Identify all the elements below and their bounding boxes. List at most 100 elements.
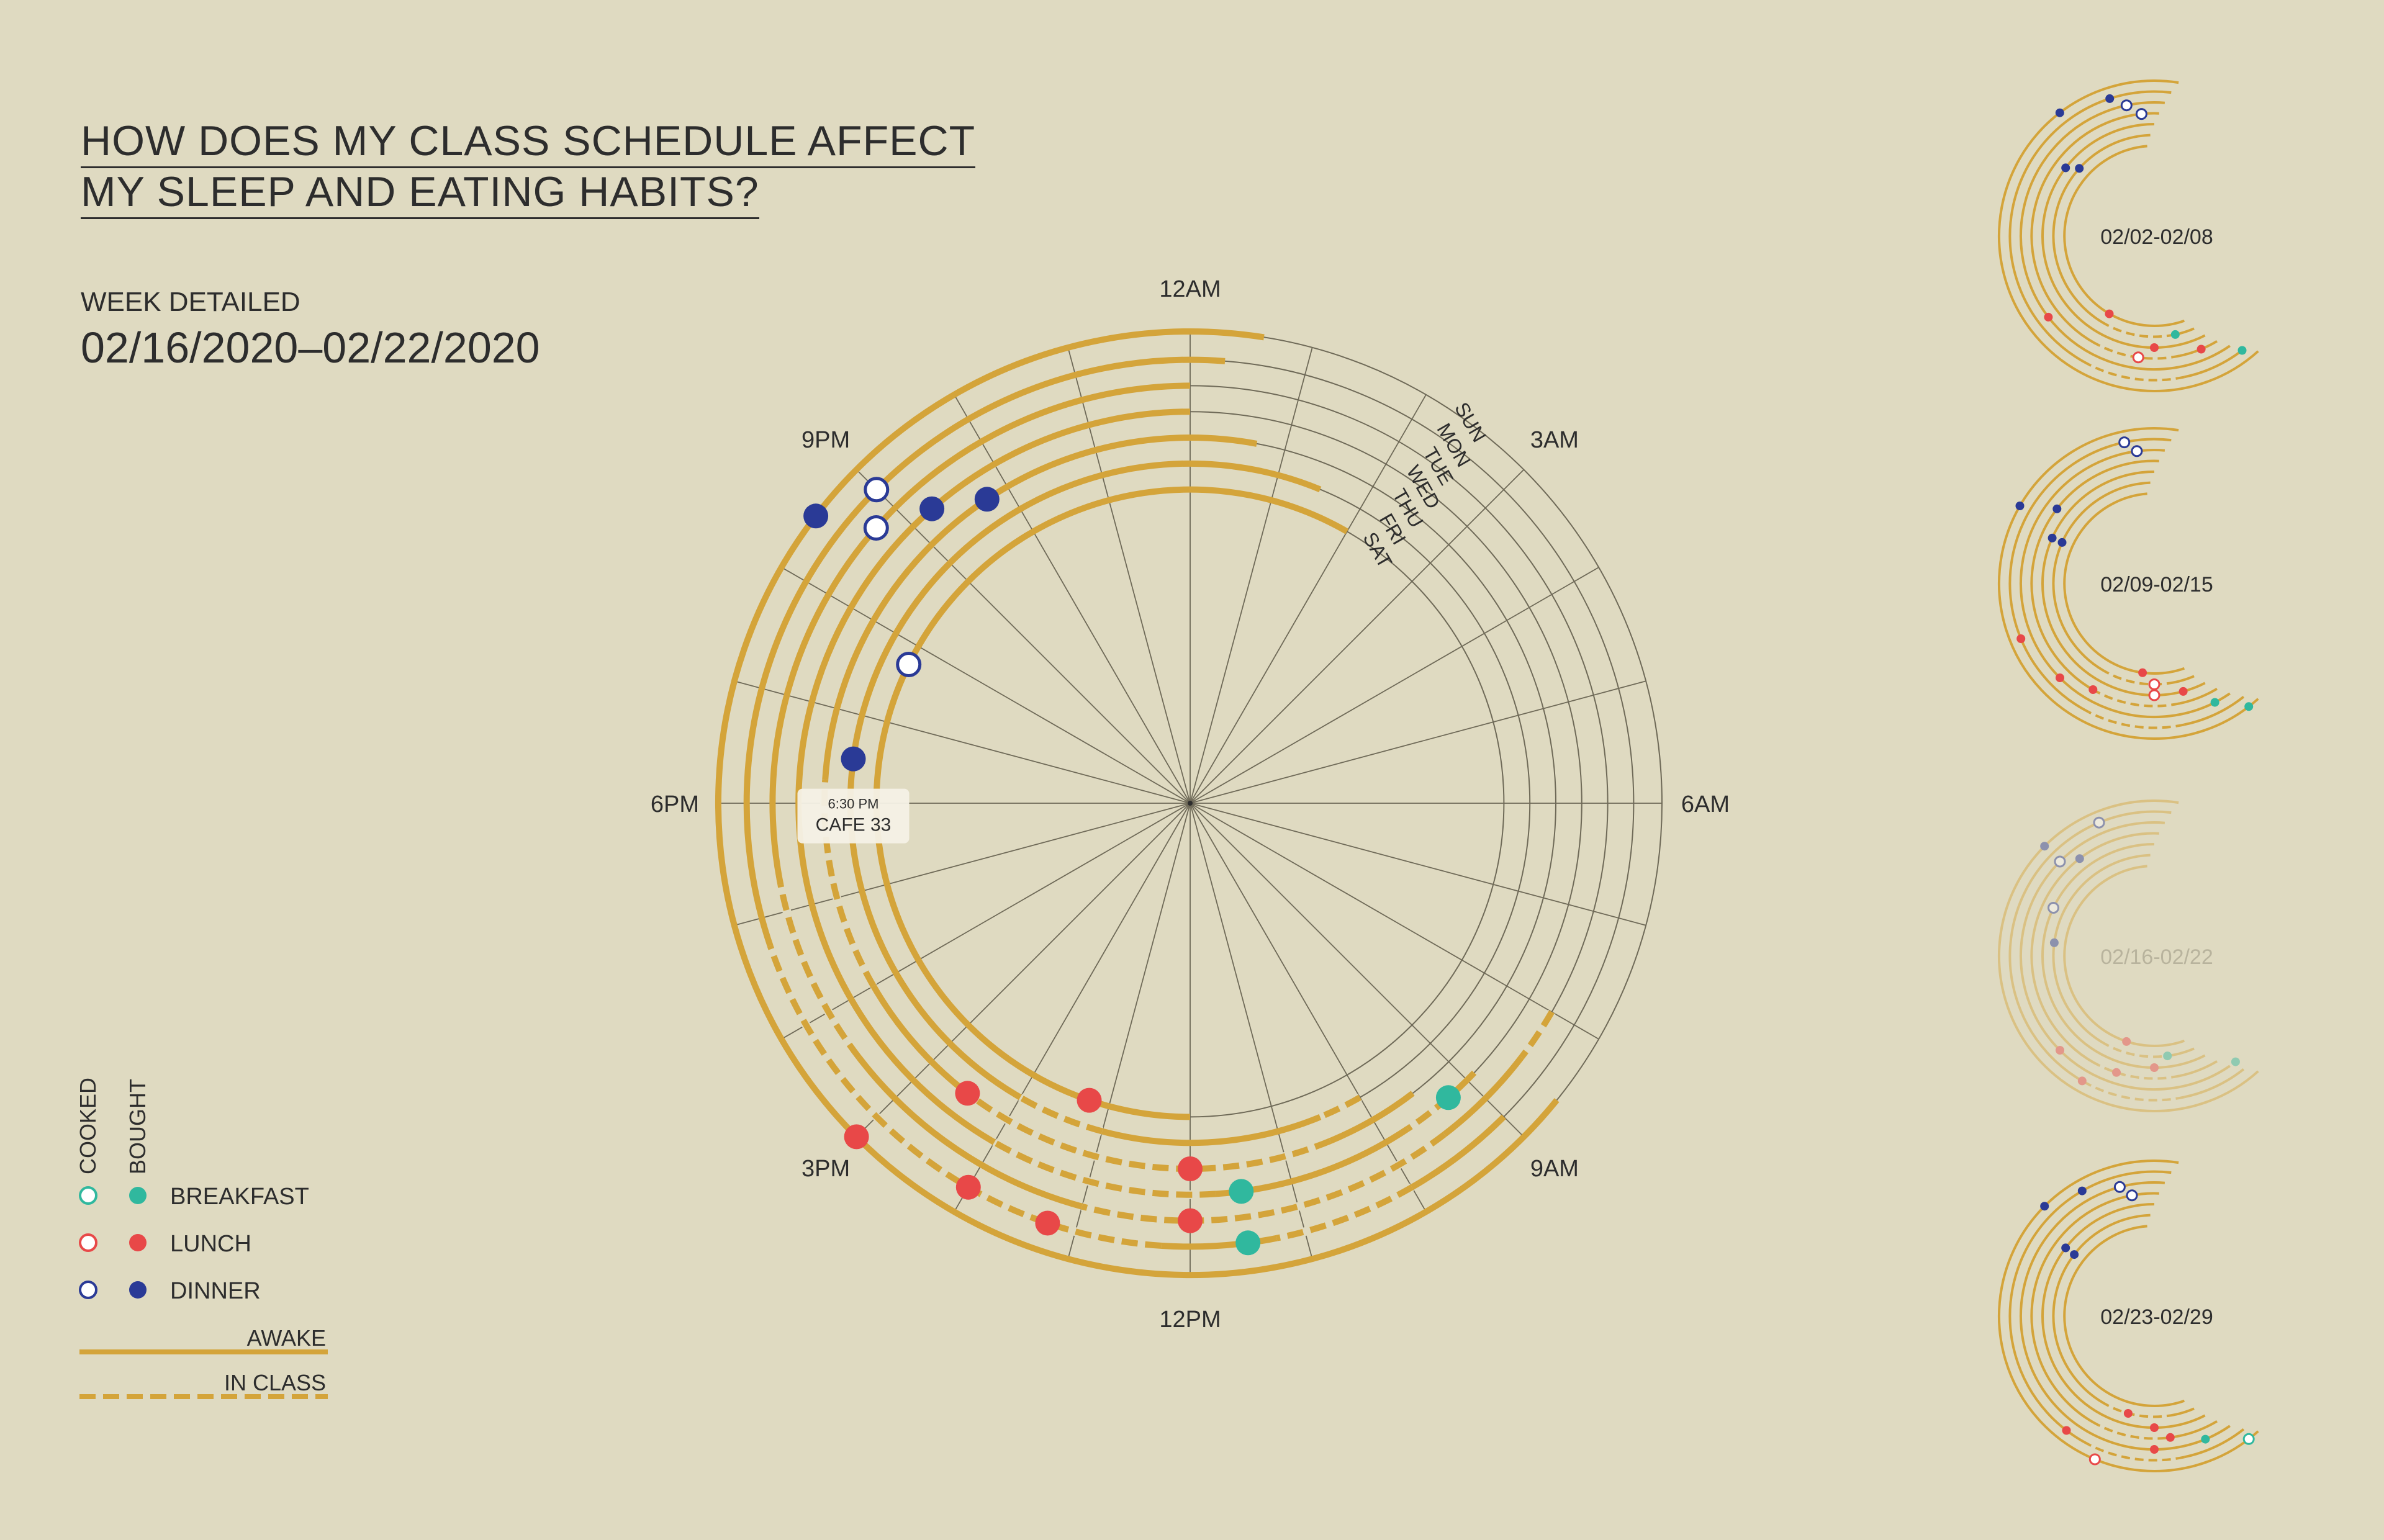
thumb-awake-arc bbox=[2063, 492, 2185, 675]
hour-label: 6PM bbox=[651, 791, 699, 817]
thumb-meal-bought bbox=[2179, 687, 2188, 696]
legend-meal-label: BREAKFAST bbox=[170, 1184, 309, 1210]
legend-awake-label: AWAKE bbox=[247, 1325, 326, 1351]
thumb-meal-bought bbox=[2210, 698, 2219, 707]
thumb-meal-bought bbox=[2052, 504, 2062, 513]
thumb-class-gap bbox=[2097, 1063, 2180, 1081]
legend-bought-dot bbox=[129, 1234, 147, 1251]
in-class-arc bbox=[1519, 1010, 1555, 1060]
thumb-label: 02/02-02/08 bbox=[2100, 225, 2213, 249]
legend-meal-label: DINNER bbox=[170, 1278, 261, 1304]
meal-dot-bought bbox=[1235, 1230, 1261, 1256]
thumb-in-class-arc bbox=[2088, 1443, 2185, 1462]
thumb-meal-bought bbox=[2056, 1046, 2064, 1055]
thumb-awake-arc bbox=[1998, 799, 2259, 1113]
in-class-arc bbox=[993, 1139, 1216, 1198]
legend-bought-dot bbox=[129, 1281, 147, 1299]
meal-dot-bought bbox=[955, 1174, 981, 1200]
meal-dot-cooked bbox=[896, 652, 922, 677]
thumb-meal-cooked bbox=[2131, 445, 2143, 457]
in-class-arc bbox=[777, 884, 862, 1060]
thumb-awake-arc bbox=[2041, 1203, 2206, 1429]
thumb-meal-bought bbox=[2150, 343, 2159, 352]
hour-spoke bbox=[1190, 803, 1525, 1138]
hour-label: 3PM bbox=[801, 1156, 850, 1182]
thumb-meal-bought bbox=[2231, 1057, 2240, 1066]
thumb-meal-bought bbox=[2055, 108, 2064, 117]
thumb-awake-arc bbox=[2063, 1225, 2185, 1407]
in-class-arc bbox=[821, 779, 877, 988]
thumb-meal-cooked bbox=[2126, 1189, 2138, 1202]
meal-dot-bought bbox=[1178, 1208, 1203, 1233]
thumb-meal-bought bbox=[2201, 1434, 2210, 1444]
in-class-arc bbox=[1319, 1094, 1362, 1120]
thumb-awake-arc bbox=[2063, 145, 2185, 327]
thumb-meal-bought bbox=[2075, 854, 2084, 863]
awake-arc bbox=[873, 486, 1349, 1120]
thumb-label: 02/23-02/29 bbox=[2100, 1305, 2213, 1329]
thumb-class-gap bbox=[2088, 1083, 2185, 1102]
thumb-awake-arc bbox=[2052, 853, 2195, 1058]
hour-spoke bbox=[1190, 347, 1313, 804]
hour-label: 9PM bbox=[801, 427, 850, 453]
thumb-class-gap bbox=[2088, 1443, 2185, 1462]
title-line-2: MY SLEEP AND EATING HABITS? bbox=[81, 169, 759, 219]
thumb-awake-arc bbox=[2020, 821, 2231, 1091]
hour-spoke bbox=[1190, 469, 1525, 804]
thumb-meal-cooked bbox=[2135, 108, 2147, 120]
legend-cooked-dot bbox=[79, 1233, 97, 1252]
thumb-meal-bought bbox=[2170, 330, 2180, 339]
meal-dot-bought bbox=[1035, 1210, 1060, 1236]
hour-spoke bbox=[1190, 803, 1599, 1040]
hour-spoke bbox=[1190, 803, 1646, 926]
thumb-awake-arc bbox=[2063, 865, 2185, 1047]
tooltip-box bbox=[797, 788, 910, 844]
meal-dot-bought bbox=[803, 503, 829, 529]
thumb-in-class-arc bbox=[2088, 363, 2185, 382]
thumb-meal-cooked bbox=[2148, 689, 2160, 701]
thumb-meal-bought bbox=[2040, 842, 2049, 851]
thumb-meal-cooked bbox=[2048, 902, 2059, 914]
thumb-meal-bought bbox=[2105, 94, 2115, 103]
thumb-meal-cooked bbox=[2093, 816, 2105, 829]
week-label: WEEK DETAILED bbox=[81, 287, 300, 317]
thumb-awake-arc bbox=[1998, 427, 2259, 741]
thumb-meal-bought bbox=[2057, 538, 2067, 547]
thumb-meal-bought bbox=[2150, 1423, 2159, 1432]
thumb-awake-arc bbox=[2008, 810, 2245, 1102]
thumb-meal-bought bbox=[2123, 1409, 2133, 1418]
meal-dot-bought bbox=[841, 746, 866, 772]
thumb-in-class-arc bbox=[2088, 711, 2185, 729]
thumb-meal-cooked bbox=[2054, 855, 2066, 868]
thumb-in-class-arc bbox=[2098, 1064, 2180, 1080]
week-thumbnail: 02/02-02/08 bbox=[1998, 79, 2259, 393]
thumb-class-gap bbox=[2107, 1044, 2176, 1059]
legend: COOKED BOUGHT BREAKFAST LUNCH DINNER AWAKE IN … bbox=[75, 1078, 328, 1399]
in-class-arc bbox=[965, 1091, 1332, 1172]
meal-dot-cooked bbox=[863, 515, 889, 541]
tooltip-place: CAFE 33 bbox=[816, 815, 892, 835]
hour-label: 6AM bbox=[1681, 791, 1730, 817]
thumb-class-gap bbox=[2088, 362, 2185, 382]
thumb-class-gap bbox=[2088, 710, 2185, 730]
thumb-meal-bought bbox=[2138, 668, 2147, 677]
in-class-arc bbox=[1018, 1094, 1103, 1135]
legend-cooked-dot bbox=[79, 1281, 97, 1299]
thumb-awake-arc bbox=[1998, 79, 2259, 393]
week-thumbnail: 02/09-02/15 bbox=[1998, 427, 2259, 741]
thumb-meal-cooked bbox=[2113, 1181, 2126, 1193]
thumb-meal-bought bbox=[2122, 1037, 2131, 1046]
thumb-meal-bought bbox=[2061, 1243, 2070, 1253]
hour-label: 3AM bbox=[1530, 427, 1579, 453]
title-line-1: HOW DOES MY CLASS SCHEDULE AFFECT bbox=[81, 118, 976, 168]
center-point bbox=[1188, 801, 1193, 806]
thumb-in-class-arc bbox=[2108, 672, 2176, 686]
meal-dot-bought bbox=[844, 1124, 869, 1150]
thumb-awake-arc bbox=[2030, 832, 2218, 1080]
meal-dot-bought bbox=[919, 496, 945, 521]
thumb-meal-cooked bbox=[2120, 99, 2133, 112]
class-gap bbox=[1081, 1131, 1447, 1225]
thumb-label: 02/16-02/22 bbox=[2100, 945, 2213, 969]
